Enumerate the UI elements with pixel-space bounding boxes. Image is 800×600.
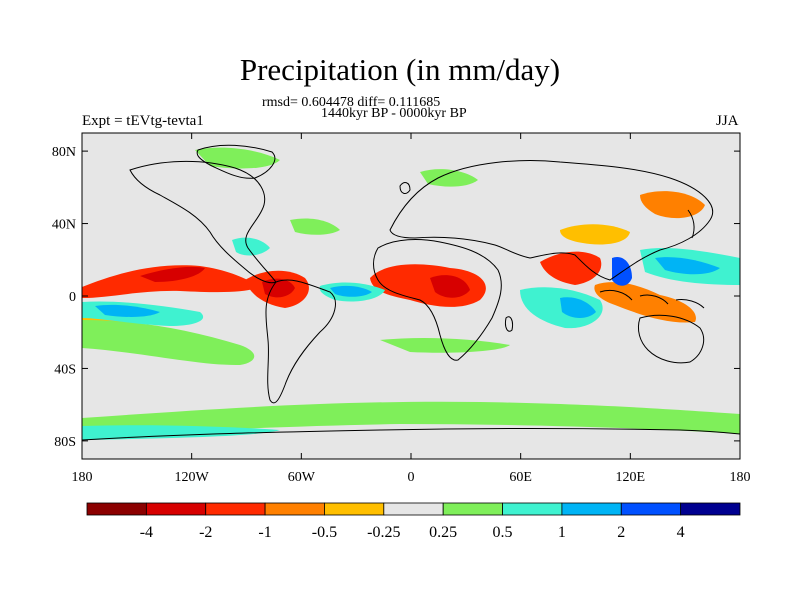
colorbar-swatch — [561, 502, 622, 516]
colorbar-swatch — [502, 502, 563, 516]
anomaly-south-pacific-green — [380, 337, 510, 353]
anomaly-central-pacific — [82, 265, 260, 298]
colorbar-swatch — [264, 502, 325, 516]
experiment-label: Expt = tEVtg-tevta1 — [82, 113, 204, 129]
lon-tick-label: 0 — [408, 470, 415, 485]
season-label: JJA — [716, 113, 739, 129]
colorbar-swatch — [620, 502, 682, 516]
coast-africa — [373, 239, 502, 361]
anomaly-fields — [82, 147, 740, 440]
coast-south-america — [265, 279, 336, 404]
colorbar-swatch — [680, 502, 741, 516]
anomaly-europe — [420, 169, 478, 187]
anomaly-eurasia — [560, 224, 630, 245]
colorbar-swatch — [145, 502, 207, 516]
colorbar-label: -0.5 — [312, 524, 337, 541]
anomaly-south-asia — [540, 251, 602, 285]
anomaly-pacific-wet-band — [82, 320, 255, 366]
lon-tick-label: 120E — [616, 470, 646, 485]
anomaly-west-pacific-core — [655, 257, 720, 275]
lon-tick-label: 120W — [175, 470, 210, 485]
lat-tick-label: 40N — [52, 218, 76, 233]
lat-tick-label: 40S — [54, 362, 76, 377]
colorbar-label: 0.25 — [429, 524, 457, 541]
anomaly-amazon-core — [262, 278, 295, 298]
coast-uk — [399, 182, 411, 194]
coast-japan — [687, 209, 695, 239]
colorbar-swatch — [86, 502, 147, 516]
anomaly-southern-ocean-band — [82, 401, 740, 436]
coast-eurasia — [389, 160, 713, 281]
anomaly-greenland — [195, 147, 280, 169]
colorbar-label: 0.5 — [493, 524, 513, 541]
colorbar-label: -1 — [258, 524, 271, 541]
anomaly-southern-ocean-cyan — [82, 425, 280, 440]
longitude-axis: 180 120W 60W 0 60E 120E 180 — [72, 133, 751, 485]
coast-north-america — [129, 160, 277, 284]
map-title: Precipitation (in mm/day) — [239, 52, 561, 87]
lon-tick-label: 60W — [288, 470, 316, 485]
latitude-axis: 80N 40N 0 40S 80S — [52, 145, 740, 450]
coast-madagascar — [505, 316, 513, 332]
coast-indonesia — [599, 289, 705, 309]
lon-tick-label: 180 — [730, 470, 751, 485]
anomaly-atlantic-core — [330, 285, 372, 297]
lat-tick-label: 80S — [54, 435, 76, 450]
stats-line: rmsd= 0.604478 diff= 0.111685 — [262, 95, 441, 110]
colorbar-label: 4 — [677, 524, 685, 541]
colorbar-swatch — [324, 502, 385, 516]
colorbar-label: 2 — [617, 524, 625, 541]
map-plot-area: 80N 40N 0 40S 80S 180 120W 60W 0 60E 120E 180 — [52, 132, 751, 485]
coast-greenland — [196, 144, 276, 179]
coast-australia — [637, 314, 705, 364]
anomaly-central-pacific-core — [140, 266, 205, 282]
anomaly-north-america — [232, 237, 270, 256]
anomaly-indian-ocean-wet — [520, 287, 603, 329]
anomaly-north-atlantic — [290, 218, 340, 235]
colorbar-swatch — [442, 502, 503, 516]
colorbar-label: -4 — [140, 524, 153, 541]
lon-tick-label: 180 — [72, 470, 93, 485]
lat-tick-label: 80N — [52, 145, 76, 160]
coast-antarctica — [82, 428, 740, 441]
coastlines — [82, 144, 740, 441]
lat-tick-label: 0 — [69, 290, 76, 305]
anomaly-indian-ocean-core — [560, 297, 596, 318]
colorbar-label: 1 — [558, 524, 566, 541]
period-line: 1440kyr BP - 0000kyr BP — [321, 106, 467, 121]
colorbar: -4 -2 -1 -0.5 -0.25 0.25 0.5 1 2 4 — [86, 502, 741, 541]
lon-tick-label: 60E — [509, 470, 532, 485]
anomaly-sahel-core — [430, 275, 470, 298]
colorbar-swatch — [383, 502, 444, 516]
anomaly-pacific-blue — [95, 304, 160, 317]
colorbar-label: -0.25 — [367, 524, 400, 541]
colorbar-swatch — [205, 502, 266, 516]
colorbar-label: -2 — [199, 524, 212, 541]
